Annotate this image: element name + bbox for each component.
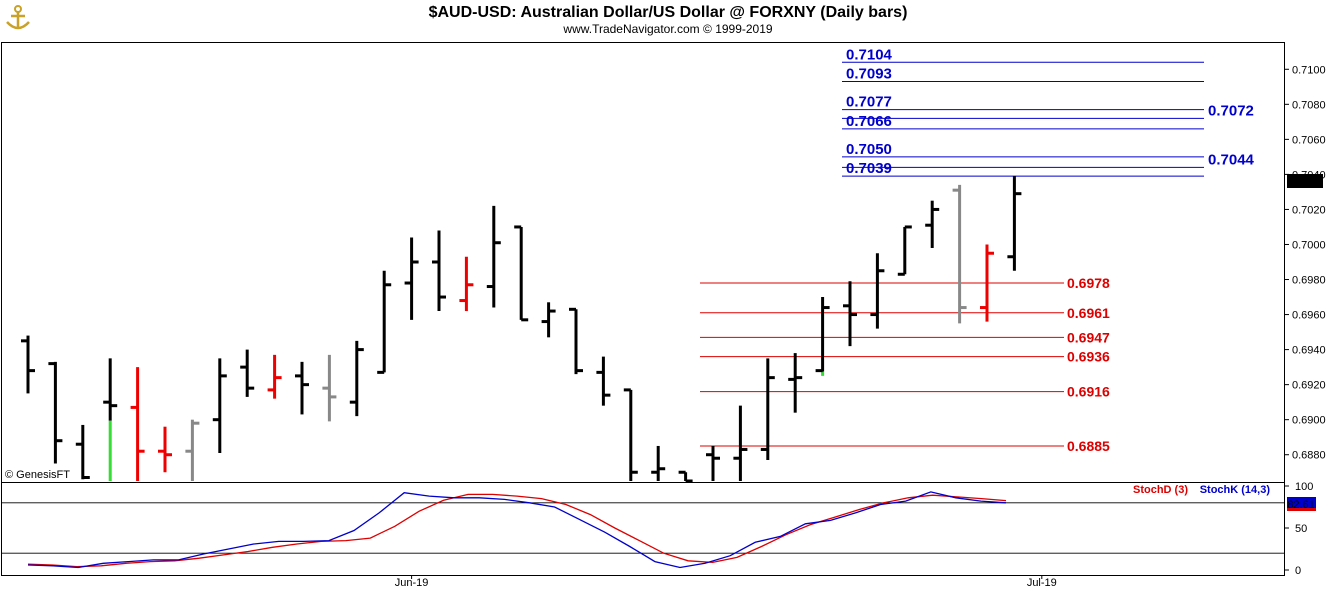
stoch-value-tag: 82.61 — [1287, 499, 1315, 511]
ohlc-bar — [185, 419, 200, 481]
blue-level-label: 0.7093 — [846, 66, 892, 83]
red-level-label: 0.6961 — [1067, 305, 1110, 321]
legend-stochk: StochK (14,3) — [1200, 484, 1271, 496]
ohlc-bar — [925, 200, 940, 248]
stoch-value-tag-bg — [1287, 497, 1316, 511]
price-tick-label: 0.7060 — [1292, 134, 1326, 146]
red-level-label: 0.6978 — [1067, 275, 1110, 291]
plot-frame — [1, 42, 1285, 576]
ohlc-bar — [486, 205, 501, 308]
red-level-label: 0.6916 — [1067, 384, 1110, 400]
red-level-label: 0.6885 — [1067, 438, 1110, 454]
stochastic-panel: 100 50 0 — [1, 481, 1313, 577]
anchor-logo-icon — [6, 5, 30, 30]
date-tick-label: Jun-19 — [395, 577, 429, 589]
date-axis: Jun-19 Jul-19 — [395, 575, 1057, 589]
blue-level-label: 0.7050 — [846, 141, 892, 158]
blue-level-label: 0.7077 — [846, 94, 892, 111]
ohlc-bar — [1007, 176, 1022, 271]
price-tick-label: 0.7100 — [1292, 64, 1326, 76]
price-tick-label: 0.7080 — [1292, 99, 1326, 111]
price-axis: 0.71000.70800.70600.70400.70200.70000.69… — [1284, 64, 1326, 462]
price-tick-label: 0.6880 — [1292, 450, 1326, 462]
blue-level-label: 0.7066 — [846, 113, 892, 130]
red-level-label: 0.6947 — [1067, 329, 1110, 345]
ohlc-bar — [75, 424, 90, 480]
ohlc-bar — [432, 230, 446, 312]
stoch-line-stochd — [27, 493, 1007, 568]
ohlc-bar — [404, 237, 419, 320]
ohlc-bar — [158, 426, 172, 473]
price-tick-label: 0.6940 — [1292, 345, 1326, 357]
ohlc-bar — [267, 354, 282, 399]
blue-level-label: 0.7044 — [1208, 151, 1255, 168]
price-tick-label: 0.6960 — [1292, 310, 1326, 322]
ohlc-bar — [103, 358, 118, 481]
ohlc-bar — [569, 307, 583, 375]
ohlc-bar — [130, 367, 145, 481]
ohlc-bar — [733, 405, 748, 481]
watermark: © GenesisFT — [5, 469, 70, 481]
last-price-tag: 0.7029 — [1288, 176, 1322, 188]
blue-level-label: 0.7039 — [846, 160, 892, 177]
stoch-tick-label: 100 — [1295, 481, 1313, 493]
date-tick-label: Jul-19 — [1027, 577, 1057, 589]
blue-level-label: 0.7072 — [1208, 102, 1254, 119]
chart-subtitle: www.TradeNavigator.com © 1999-2019 — [562, 22, 772, 36]
price-tick-label: 0.6900 — [1292, 415, 1326, 427]
stoch-line-stochk — [27, 491, 1007, 569]
ohlc-bar — [322, 354, 337, 422]
ohlc-bar — [678, 470, 693, 483]
ohlc-bar — [788, 353, 803, 413]
price-tick-label: 0.6920 — [1292, 380, 1326, 392]
ohlc-bar — [240, 349, 255, 397]
ohlc-bar — [514, 225, 529, 322]
ohlc-bar — [212, 358, 227, 453]
ohlc-bar — [651, 445, 666, 481]
ohlc-bar — [952, 184, 967, 324]
red-level-label: 0.6936 — [1067, 349, 1110, 365]
price-tick-label: 0.7000 — [1292, 239, 1326, 251]
ohlc-bar — [21, 335, 35, 394]
ohlc-bar — [760, 358, 775, 460]
blue-level-label: 0.7104 — [846, 46, 893, 63]
ohlc-bar — [596, 356, 611, 406]
legend-stochd: StochD (3) — [1133, 484, 1188, 496]
ohlc-bar — [897, 225, 912, 276]
ohlc-bar — [623, 388, 638, 481]
ohlc-bars — [21, 176, 1022, 483]
price-tick-label: 0.6980 — [1292, 275, 1326, 287]
ohlc-bar — [541, 302, 556, 338]
ohlc-bar — [870, 253, 885, 329]
ohlc-bar — [349, 340, 364, 417]
ohlc-bar — [815, 297, 830, 376]
last-price-tag-bg — [1287, 174, 1323, 188]
chart-title: $AUD-USD: Australian Dollar/US Dollar @ … — [429, 4, 908, 21]
price-tick-label: 0.7020 — [1292, 204, 1326, 216]
ohlc-bar — [459, 256, 474, 312]
price-levels: 0.7104 0.7093 0.7077 0.7072 0.7066 0.7050 0.70… — [700, 46, 1255, 454]
stoch-value-tag-accent — [1287, 508, 1316, 511]
ohlc-bar — [843, 281, 857, 347]
ohlc-bar — [706, 445, 720, 481]
ohlc-bar — [48, 361, 63, 464]
ohlc-bar — [295, 361, 309, 415]
ohlc-bar — [980, 244, 994, 322]
stoch-tick-label: 50 — [1295, 523, 1307, 535]
ohlc-bar — [377, 270, 392, 374]
stoch-tick-label: 0 — [1295, 565, 1301, 577]
